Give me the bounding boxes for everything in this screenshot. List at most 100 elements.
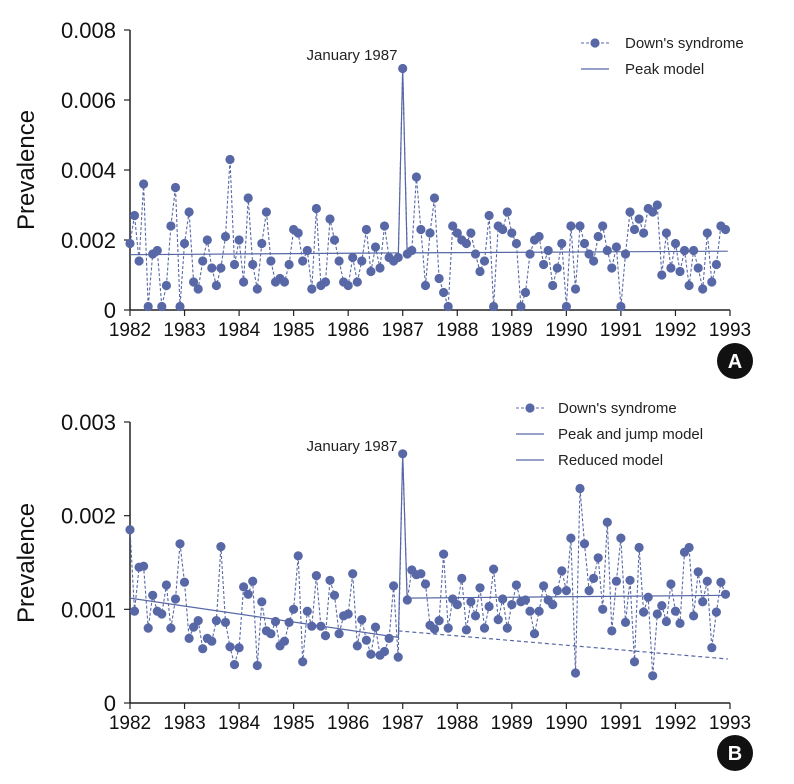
- data-point: [429, 624, 440, 634]
- data-point: [593, 231, 603, 242]
- data-point: [352, 641, 362, 651]
- data-point: [698, 597, 708, 607]
- x-tick-label: 1983: [163, 713, 205, 734]
- data-point: [220, 231, 231, 242]
- data-point: [543, 245, 553, 256]
- data-point: [320, 631, 331, 641]
- series-line: [129, 68, 726, 307]
- data-point: [616, 301, 626, 312]
- legend-label: Peak and jump model: [558, 426, 703, 443]
- data-point: [452, 228, 462, 238]
- data-point: [707, 643, 717, 653]
- data-point: [248, 259, 258, 270]
- data-point: [234, 235, 244, 245]
- data-point: [416, 224, 426, 235]
- data-point: [598, 604, 608, 614]
- data-point: [334, 256, 344, 266]
- peak-annotation: January 1987: [307, 47, 398, 64]
- data-point: [466, 597, 476, 607]
- x-tick-label: 1993: [709, 320, 751, 341]
- legend-label: Reduced model: [558, 452, 663, 469]
- data-point: [502, 623, 512, 633]
- data-point: [561, 586, 572, 596]
- data-point: [620, 617, 631, 628]
- data-point: [552, 586, 562, 596]
- y-tick-label: 0.004: [61, 158, 116, 183]
- y-tick-label: 0.002: [61, 228, 116, 253]
- data-point: [302, 245, 312, 256]
- data-point: [357, 615, 367, 625]
- data-point: [234, 643, 244, 653]
- data-point: [579, 539, 590, 549]
- data-point: [661, 616, 672, 627]
- data-point: [134, 256, 144, 266]
- data-point: [229, 660, 240, 670]
- legend-label: Down's syndrome: [625, 35, 744, 52]
- data-point: [575, 221, 585, 231]
- data-point: [311, 203, 321, 214]
- data-point: [198, 644, 208, 654]
- data-point: [539, 581, 549, 591]
- data-point: [702, 228, 712, 238]
- data-point: [489, 301, 499, 312]
- x-tick-label: 1982: [109, 713, 151, 734]
- data-point: [129, 606, 140, 616]
- data-point: [693, 263, 703, 273]
- data-point: [489, 564, 499, 574]
- data-point: [511, 238, 521, 249]
- data-point: [493, 615, 503, 625]
- data-point: [216, 263, 226, 273]
- data-point: [207, 263, 217, 273]
- y-tick-label: 0: [104, 691, 116, 716]
- data-point: [461, 238, 471, 249]
- data-point: [570, 284, 581, 294]
- data-point: [189, 622, 199, 632]
- data-point: [484, 601, 494, 612]
- data-point: [361, 224, 371, 235]
- data-point: [207, 636, 217, 646]
- data-point: [602, 517, 612, 527]
- data-point: [684, 542, 694, 553]
- data-point: [711, 259, 722, 270]
- x-tick-label: 1985: [272, 320, 314, 341]
- data-point: [479, 256, 490, 266]
- badge-label: A: [728, 351, 742, 373]
- data-point: [225, 154, 235, 165]
- series-line: [129, 453, 727, 676]
- x-tick-label: 1990: [545, 320, 587, 341]
- x-tick-label: 1983: [163, 320, 205, 341]
- series-2: [398, 630, 728, 660]
- data-point: [298, 256, 308, 266]
- data-point: [679, 245, 690, 256]
- data-point: [257, 597, 267, 607]
- data-point: [175, 301, 185, 312]
- data-point: [366, 649, 376, 659]
- data-point: [434, 273, 444, 284]
- y-tick-label: 0.003: [61, 410, 116, 435]
- data-point: [602, 245, 612, 256]
- series-1: [129, 68, 728, 256]
- data-point: [157, 609, 167, 619]
- y-tick-label: 0.008: [61, 18, 116, 43]
- series-0: [125, 449, 731, 681]
- x-tick-label: 1984: [218, 320, 261, 341]
- data-point: [311, 571, 321, 581]
- data-point: [152, 245, 162, 256]
- data-point: [357, 256, 367, 266]
- data-point: [279, 636, 290, 646]
- data-point: [179, 577, 190, 587]
- data-point: [307, 621, 317, 631]
- data-point: [475, 583, 485, 593]
- data-point: [548, 600, 558, 610]
- data-point: [161, 580, 171, 590]
- data-point: [552, 263, 562, 273]
- data-point: [516, 301, 526, 312]
- data-point: [416, 569, 426, 579]
- data-point: [452, 600, 462, 610]
- data-point: [484, 210, 494, 221]
- data-point: [507, 600, 517, 610]
- x-tick-label: 1986: [327, 320, 369, 341]
- data-point: [648, 671, 658, 681]
- legend-entry: Peak model: [581, 61, 704, 78]
